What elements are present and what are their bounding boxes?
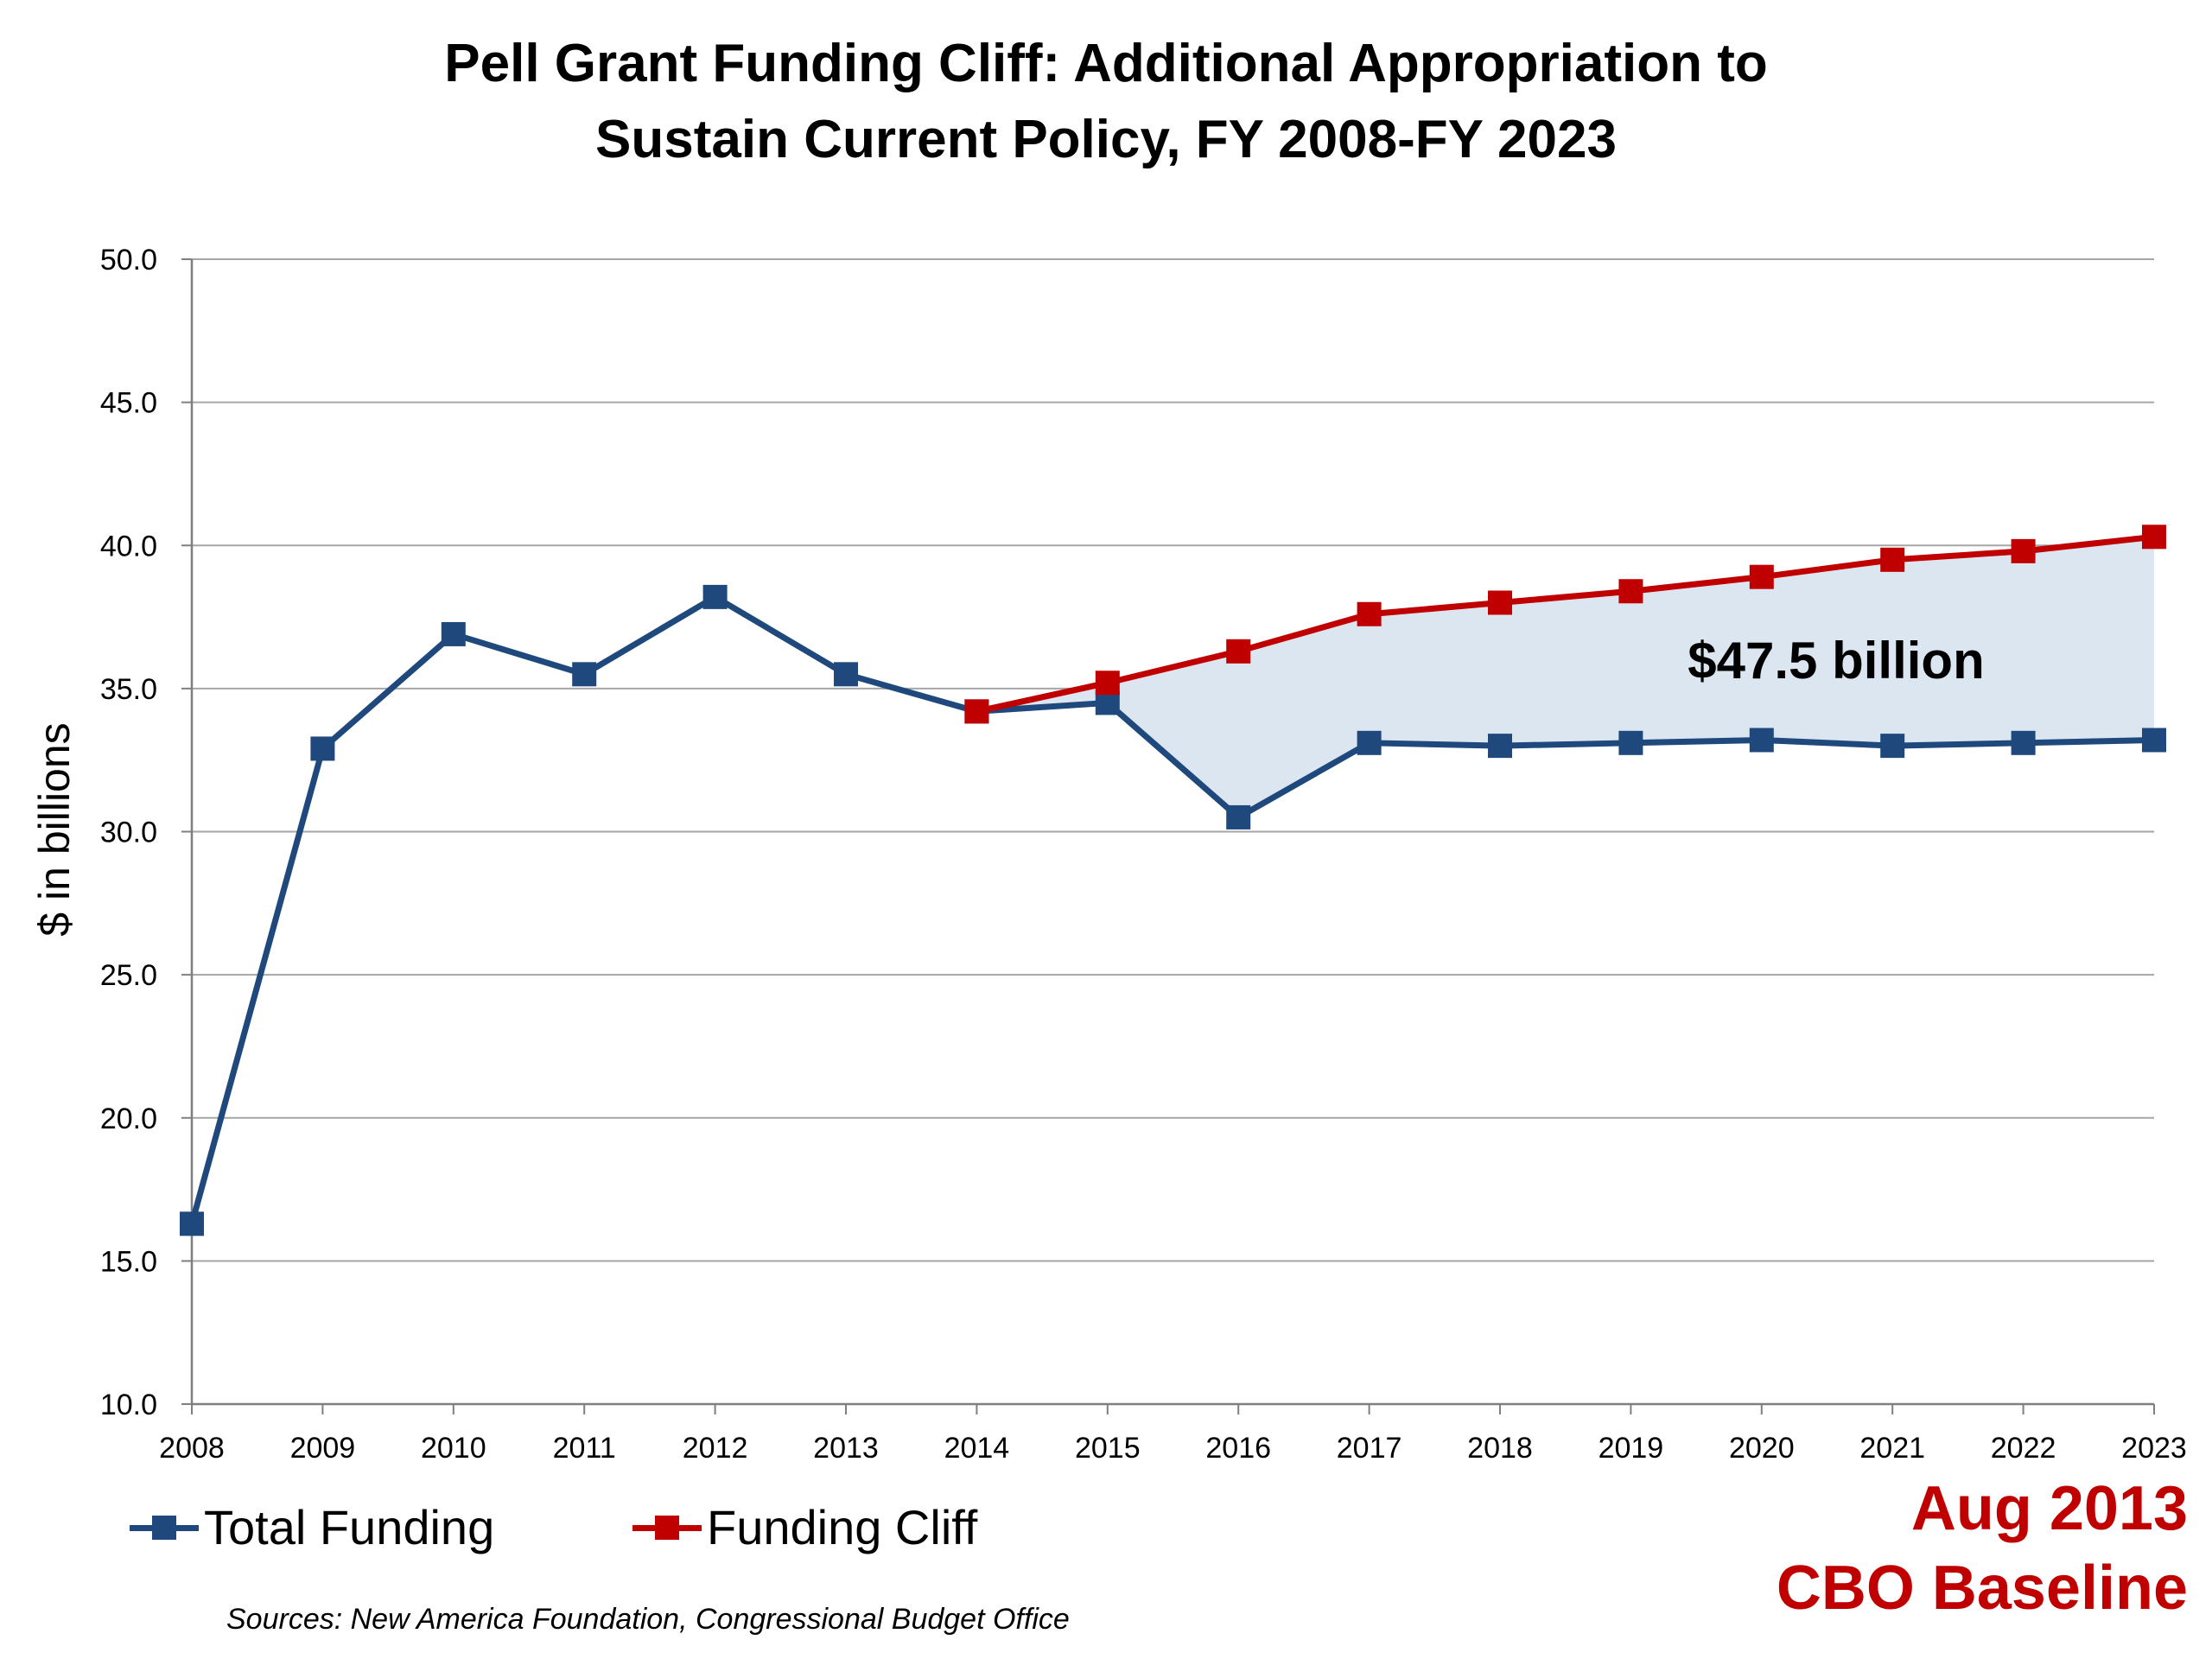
data-point-total-funding xyxy=(2011,730,2036,755)
data-point-total-funding xyxy=(310,736,335,761)
data-point-total-funding xyxy=(1226,804,1251,830)
data-point-funding-cliff xyxy=(2011,538,2036,563)
data-point-total-funding xyxy=(572,662,597,687)
chart-title-line-1: Pell Grant Funding Cliff: Additional App… xyxy=(444,34,1768,93)
legend-swatch-funding-cliff xyxy=(632,1510,702,1545)
y-tick-labels: 10.0 15.0 20.0 25.0 30.0 35.0 40.0 45.0 50.0 xyxy=(100,244,157,1421)
y-tick-label: 45.0 xyxy=(100,387,157,420)
data-point-funding-cliff xyxy=(1488,590,1512,615)
y-tick-label: 50.0 xyxy=(100,244,157,276)
x-tick-label: 2016 xyxy=(1205,1432,1271,1465)
x-tick-labels: 2008 2009 2010 2011 2012 2013 2014 2015 2016 2017… xyxy=(159,1432,2187,1465)
chart-title: Pell Grant Funding Cliff: Additional App… xyxy=(0,26,2212,178)
data-point-funding-cliff xyxy=(1618,579,1643,604)
series-line-total-funding xyxy=(188,594,2155,1225)
y-tick-label: 35.0 xyxy=(100,673,157,706)
y-tick-label: 10.0 xyxy=(100,1389,157,1421)
gap-annotation: $47.5 billion xyxy=(1688,632,1984,690)
data-point-funding-cliff xyxy=(1095,671,1120,696)
x-tick-label: 2013 xyxy=(813,1432,879,1465)
y-tick-label: 15.0 xyxy=(100,1245,157,1278)
y-axis-label: $ in billions xyxy=(30,722,79,936)
x-tick-label: 2019 xyxy=(1599,1432,1664,1465)
x-tick-label: 2021 xyxy=(1859,1432,1925,1465)
legend-swatch-total-funding xyxy=(130,1510,199,1545)
chart-title-line-2: Sustain Current Policy, FY 2008-FY 2023 xyxy=(595,110,1617,169)
data-point-total-funding xyxy=(1880,734,1905,759)
data-point-total-funding xyxy=(1357,730,1382,755)
y-tick-label: 40.0 xyxy=(100,530,157,563)
baseline-label-line-2: CBO Baseline xyxy=(1776,1554,2188,1623)
x-tick-label: 2015 xyxy=(1075,1432,1141,1465)
data-point-funding-cliff xyxy=(964,699,989,724)
legend-item-funding-cliff: Funding Cliff xyxy=(632,1499,977,1555)
x-tick-label: 2008 xyxy=(159,1432,225,1465)
baseline-label-line-1: Aug 2013 xyxy=(1910,1474,2188,1543)
gap-area-fill xyxy=(976,537,2154,817)
x-tick-label: 2012 xyxy=(683,1432,748,1465)
x-tick-label: 2017 xyxy=(1337,1432,1402,1465)
data-point-total-funding xyxy=(834,662,858,687)
data-point-funding-cliff xyxy=(1226,639,1251,664)
data-point-funding-cliff xyxy=(1880,547,1905,572)
x-tick-label: 2010 xyxy=(421,1432,486,1465)
x-tick-label: 2020 xyxy=(1729,1432,1795,1465)
data-point-total-funding xyxy=(1618,730,1643,755)
x-tick-label: 2018 xyxy=(1467,1432,1533,1465)
gap-area xyxy=(976,537,2154,817)
sources-note: Sources: New America Foundation, Congres… xyxy=(226,1603,1070,1636)
y-tick-label: 25.0 xyxy=(100,959,157,992)
x-tick-label: 2023 xyxy=(2121,1432,2187,1465)
data-point-funding-cliff xyxy=(2142,524,2166,550)
data-point-total-funding xyxy=(1749,728,1774,753)
data-point-total-funding xyxy=(2142,728,2166,753)
data-point-funding-cliff xyxy=(1357,601,1382,626)
y-tick-label: 30.0 xyxy=(100,817,157,849)
y-tick-label: 20.0 xyxy=(100,1103,157,1135)
data-point-total-funding xyxy=(1488,734,1512,759)
x-tick-label: 2014 xyxy=(944,1432,1010,1465)
x-tick-label: 2011 xyxy=(553,1432,616,1465)
legend-label-total-funding: Total Funding xyxy=(204,1500,495,1554)
data-point-total-funding xyxy=(180,1211,204,1236)
data-point-total-funding xyxy=(441,621,466,646)
axes xyxy=(181,258,2155,1414)
x-tick-label: 2009 xyxy=(290,1432,356,1465)
legend-label-funding-cliff: Funding Cliff xyxy=(707,1500,978,1554)
gridlines xyxy=(192,258,2154,1262)
baseline-label: Aug 2013 CBO Baseline xyxy=(1777,1469,2188,1628)
x-tick-label: 2022 xyxy=(1991,1432,2056,1465)
data-point-total-funding xyxy=(702,584,728,609)
series xyxy=(180,524,2166,1236)
data-point-funding-cliff xyxy=(1749,564,1774,589)
series-line-funding-cliff xyxy=(976,533,2155,715)
legend-item-total-funding: Total Funding xyxy=(130,1499,494,1555)
